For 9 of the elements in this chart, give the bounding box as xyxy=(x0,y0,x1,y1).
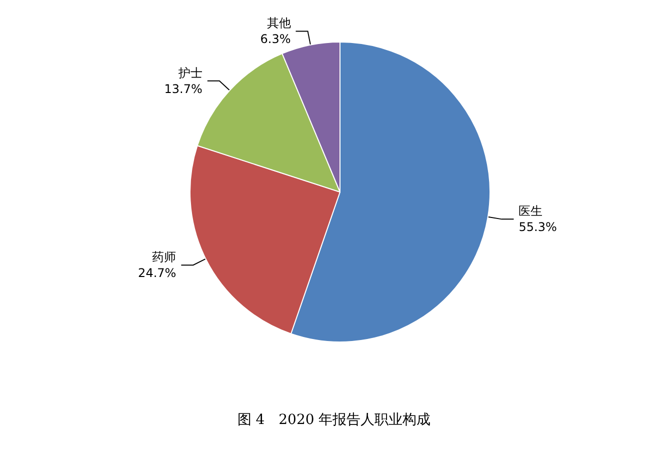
slice-label: 医生 xyxy=(518,204,543,218)
data-label: 6.3% xyxy=(260,32,291,46)
data-label: 24.7% xyxy=(138,266,176,280)
slice-label: 其他 xyxy=(266,16,291,30)
data-label: 13.7% xyxy=(164,82,202,96)
data-label: 55.3% xyxy=(518,220,557,234)
slice-label: 护士 xyxy=(177,66,202,80)
slice-label: 药师 xyxy=(152,250,176,264)
text: 图 4 2020 年报告人职业构成 xyxy=(237,412,431,428)
